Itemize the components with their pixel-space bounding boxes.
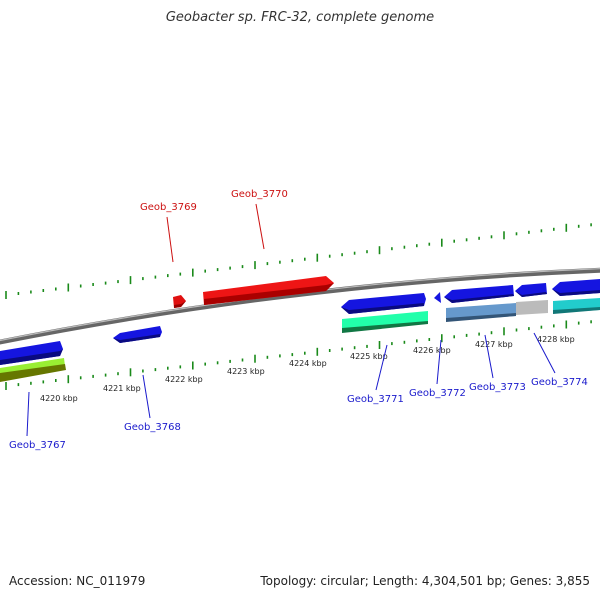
genome-summary-text: Topology: circular; Length: 4,304,501 bp… bbox=[260, 574, 590, 588]
gene-geob-3774-lower-feature[interactable] bbox=[553, 298, 600, 314]
inner-tick-ring bbox=[5, 320, 592, 390]
gene-label-geob-3772[interactable]: Geob_3772 bbox=[409, 388, 466, 399]
leader-geob-3767 bbox=[26, 391, 30, 437]
gene-geob-3774-feature[interactable] bbox=[552, 279, 600, 296]
gene-geob-3767-lower-feature[interactable] bbox=[0, 358, 66, 382]
leader-geob-3771 bbox=[375, 344, 388, 391]
map-title: Geobacter sp. FRC-32, complete genome bbox=[165, 10, 435, 25]
gene-geob-3771-feature[interactable] bbox=[341, 293, 426, 314]
gene-geob-3767-feature[interactable] bbox=[0, 341, 63, 365]
gene-geob-3772-feature[interactable] bbox=[434, 292, 441, 303]
accession-text: Accession: NC_011979 bbox=[9, 574, 146, 588]
kbp-label-4228: 4228 kbp bbox=[537, 335, 575, 344]
leader-geob-3768 bbox=[142, 374, 151, 419]
kbp-label-4220: 4220 kbp bbox=[40, 394, 78, 403]
gene-label-geob-3767[interactable]: Geob_3767 bbox=[9, 440, 66, 451]
gene-geob-3769-feature[interactable] bbox=[173, 295, 186, 308]
gene-label-geob-3774[interactable]: Geob_3774 bbox=[531, 377, 588, 388]
gene-geob-3771-lower-feature[interactable] bbox=[342, 311, 428, 333]
kbp-label-4222: 4222 kbp bbox=[165, 375, 203, 384]
leader-lines bbox=[26, 203, 556, 437]
gene-label-geob-3773[interactable]: Geob_3773 bbox=[469, 382, 526, 393]
gene-label-geob-3769[interactable]: Geob_3769 bbox=[140, 202, 197, 213]
outer-tick-ring bbox=[5, 223, 592, 299]
gene-geob-3773-lower-feature[interactable] bbox=[446, 300, 548, 322]
leader-geob-3773 bbox=[484, 334, 494, 379]
kbp-label-4223: 4223 kbp bbox=[227, 367, 265, 376]
gene-geob-3770-feature[interactable] bbox=[203, 276, 334, 305]
kbp-label-4225: 4225 kbp bbox=[350, 352, 388, 361]
gene-label-geob-3770[interactable]: Geob_3770 bbox=[231, 189, 288, 200]
gene-label-geob-3768[interactable]: Geob_3768 bbox=[124, 422, 181, 433]
gene-geob-3773-feature[interactable] bbox=[444, 283, 547, 303]
kbp-label-4221: 4221 kbp bbox=[103, 384, 141, 393]
leader-geob-3770 bbox=[255, 203, 265, 250]
leader-geob-3769 bbox=[166, 216, 174, 263]
kbp-label-4224: 4224 kbp bbox=[289, 359, 327, 368]
leader-geob-3774 bbox=[533, 332, 556, 374]
leader-geob-3772 bbox=[436, 339, 442, 385]
kbp-label-4227: 4227 kbp bbox=[475, 340, 513, 349]
kbp-label-4226: 4226 kbp bbox=[413, 346, 451, 355]
gene-geob-3768-feature[interactable] bbox=[113, 326, 162, 343]
gene-label-geob-3771[interactable]: Geob_3771 bbox=[347, 394, 404, 405]
